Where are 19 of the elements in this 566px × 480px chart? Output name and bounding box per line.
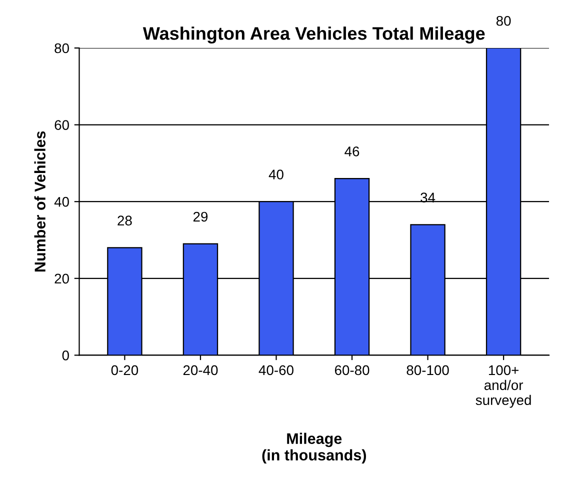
chart-title: Washington Area Vehicles Total Mileage — [142, 26, 485, 44]
x-tick-label: 20-40 — [183, 365, 218, 376]
x-tick-label: 60-80 — [334, 365, 370, 376]
y-tick-label: 20 — [54, 274, 69, 284]
data-label: 80 — [496, 16, 511, 26]
x-axis-title: Mileage (in thousands) — [262, 432, 366, 464]
data-label: 40 — [268, 170, 284, 180]
y-tick-label: 40 — [54, 196, 69, 207]
y-tick-label: 60 — [54, 120, 69, 130]
x-tick-label: 0-20 — [111, 365, 138, 376]
x-tick-label: 40-60 — [258, 365, 294, 376]
y-axis-title: Number of Vehicles — [34, 131, 46, 272]
x-tick-label: 100+ and/or surveyed — [476, 365, 531, 408]
y-tick-label: 0 — [62, 350, 69, 360]
data-label: 29 — [193, 212, 208, 222]
y-tick-label: 80 — [54, 43, 69, 54]
data-label: 28 — [118, 216, 132, 226]
x-tick-label: 80-100 — [406, 365, 449, 376]
data-label: 46 — [344, 146, 360, 156]
